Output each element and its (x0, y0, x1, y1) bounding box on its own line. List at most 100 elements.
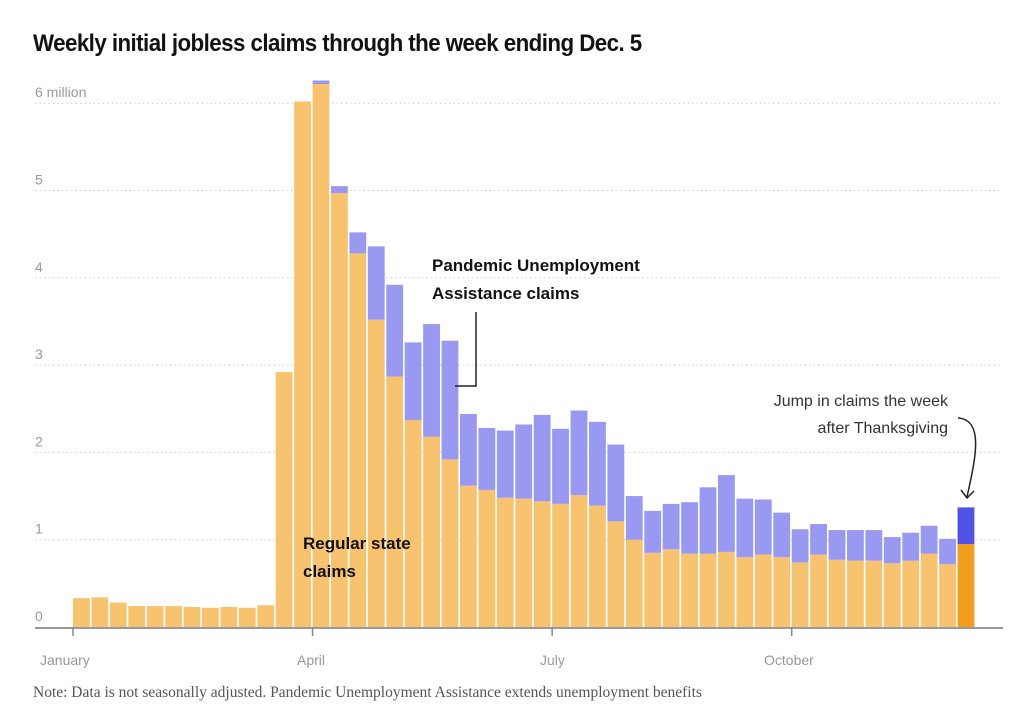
pua-label-line1: Pandemic Unemployment (432, 256, 640, 275)
bar-regular (533, 501, 551, 627)
y-tick-label: 0 (35, 608, 43, 624)
bar-regular (275, 372, 293, 627)
bar-pua (331, 186, 348, 194)
bar-regular (939, 564, 956, 627)
bar-regular (515, 498, 533, 627)
bar-regular (404, 420, 422, 627)
x-tick-label: January (40, 652, 90, 668)
bar-pua (828, 530, 846, 560)
bar-regular (754, 554, 772, 627)
bar-regular (220, 606, 238, 627)
bar-pua (552, 428, 569, 504)
x-tick-label: April (297, 652, 325, 668)
bar-regular (257, 605, 275, 627)
bar-regular (662, 549, 680, 627)
bar-pua (607, 444, 625, 522)
bar-pua (865, 530, 883, 561)
bar-regular (91, 597, 109, 627)
bar-pua (939, 538, 956, 565)
bar-regular (902, 560, 920, 627)
jump-label-line1: Jump in claims the week (774, 393, 949, 410)
bar-regular (699, 553, 717, 627)
bar-pua (441, 340, 459, 460)
bar-pua (718, 475, 735, 552)
y-tick-label: 1 (35, 521, 43, 537)
chart-title: Weekly initial jobless claims through th… (33, 30, 642, 57)
bar-regular (625, 539, 643, 627)
bar-regular (570, 495, 588, 627)
y-tick-label: 2 (35, 433, 43, 449)
bar-pua (754, 499, 772, 555)
bar-pua (533, 414, 551, 502)
bar-pua (681, 502, 698, 554)
bar-regular (736, 557, 754, 627)
bar-regular (441, 459, 459, 627)
bar-pua (920, 525, 938, 554)
bar-regular (73, 598, 90, 627)
bar-pua (883, 537, 901, 564)
bar-pua (773, 512, 791, 558)
x-tick-label: October (764, 652, 814, 668)
pua-label-line2: Assistance claims (432, 284, 579, 303)
bar-regular (552, 503, 569, 627)
bar-regular (165, 606, 182, 627)
bar-pua (349, 232, 367, 254)
bar-regular (607, 521, 625, 627)
y-tick-label: 4 (35, 259, 43, 275)
bar-regular (718, 551, 735, 627)
bar-regular (478, 489, 496, 627)
bar-pua (810, 523, 827, 555)
regular-label-line1: Regular state (303, 534, 411, 553)
x-tick-label: July (540, 652, 565, 668)
bar-pua (496, 430, 514, 498)
bar-regular (331, 193, 348, 627)
bar-regular (312, 83, 330, 627)
bar-pua (662, 503, 680, 550)
bar-regular (423, 436, 440, 627)
bar-pua (699, 487, 717, 554)
bar-pua (589, 421, 606, 506)
bar-pua (404, 342, 422, 421)
bar-pua (386, 284, 404, 377)
y-tick-label: 3 (35, 346, 43, 362)
bar-pua (791, 529, 809, 563)
pua-leader-line (455, 312, 477, 387)
bar-regular (920, 553, 938, 627)
bar-regular (238, 607, 256, 627)
bar-regular (957, 544, 975, 627)
bar-regular (828, 559, 846, 627)
bar-regular (644, 552, 662, 627)
y-tick-label: 5 (35, 172, 43, 188)
bar-regular (128, 606, 146, 627)
bar-pua (902, 532, 920, 561)
regular-label-line2: claims (303, 562, 356, 581)
bar-pua (312, 80, 330, 84)
bar-regular (496, 497, 514, 627)
bar-regular (202, 607, 219, 627)
bar-regular (349, 253, 367, 627)
bar-pua (460, 413, 477, 486)
bar-pua (736, 498, 754, 558)
chart-note: Note: Data is not seasonally adjusted. P… (33, 684, 702, 701)
bar-regular (681, 553, 698, 627)
bar-pua (515, 424, 533, 499)
bar-regular (865, 560, 883, 627)
jump-arrowhead (960, 489, 975, 500)
bar-regular (109, 602, 127, 627)
bar-pua (847, 530, 864, 561)
bar-regular (847, 560, 864, 627)
bar-regular (386, 376, 404, 627)
bar-regular (460, 485, 477, 627)
y-tick-label: 6 million (35, 84, 86, 100)
jump-label-line2: after Thanksgiving (818, 420, 948, 437)
bar-pua (570, 410, 588, 496)
bar-pua (625, 496, 643, 540)
bar-regular (294, 101, 311, 628)
jump-arrow (957, 417, 977, 498)
bar-pua (644, 510, 662, 553)
bar-regular (791, 562, 809, 627)
bar-regular (146, 606, 164, 627)
bar-regular (773, 557, 791, 627)
bar-pua (423, 324, 440, 437)
